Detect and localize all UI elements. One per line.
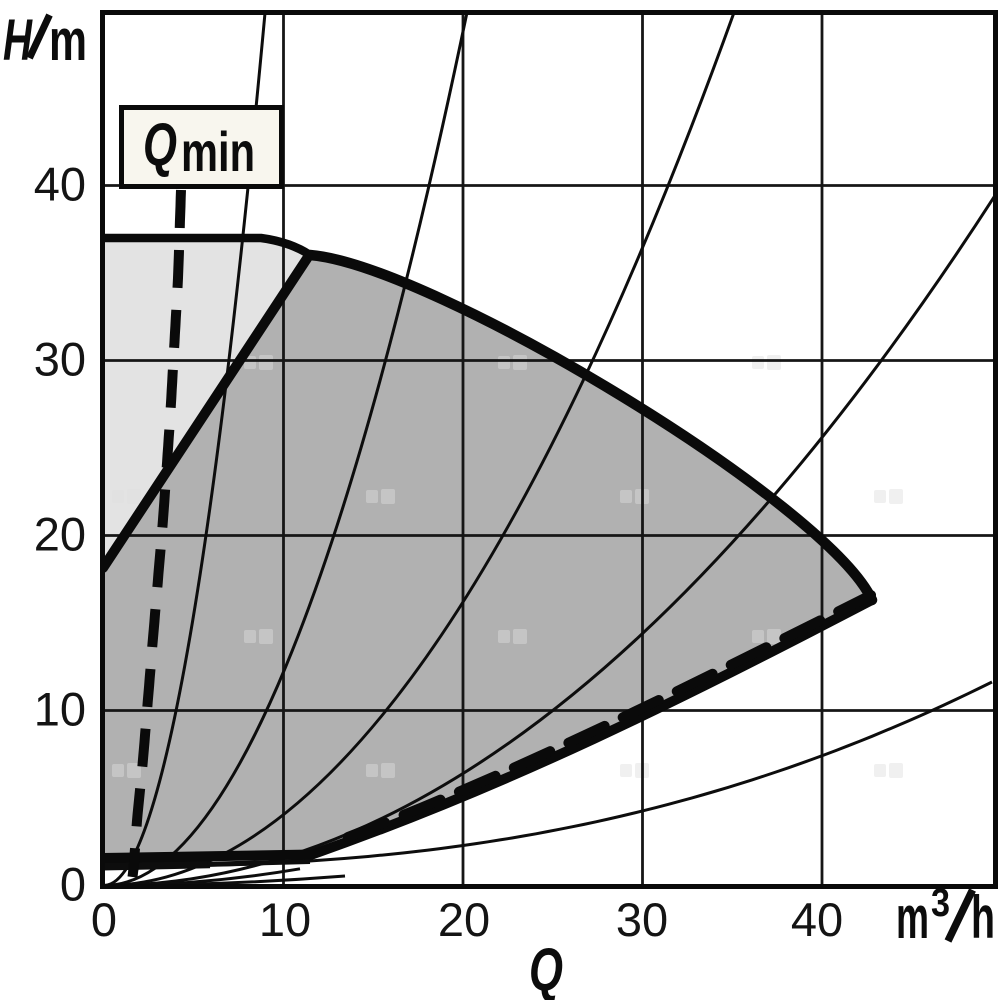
svg-text:10: 10 [34, 683, 86, 736]
svg-text:h: h [971, 884, 995, 951]
svg-text:3: 3 [931, 881, 950, 925]
svg-text:20: 20 [438, 893, 490, 946]
svg-text:Q: Q [529, 936, 563, 1000]
svg-text:min: min [181, 120, 255, 183]
svg-text:m: m [49, 8, 87, 73]
svg-text:0: 0 [91, 893, 117, 946]
svg-text:30: 30 [616, 893, 668, 946]
svg-text:40: 40 [34, 158, 86, 211]
svg-text:H: H [3, 8, 33, 73]
svg-text:m: m [896, 884, 929, 951]
svg-text:0: 0 [60, 858, 86, 911]
svg-text:20: 20 [34, 508, 86, 561]
svg-text:30: 30 [34, 333, 86, 386]
svg-text:10: 10 [259, 893, 311, 946]
svg-text:Q: Q [143, 111, 177, 178]
svg-text:40: 40 [791, 893, 843, 946]
